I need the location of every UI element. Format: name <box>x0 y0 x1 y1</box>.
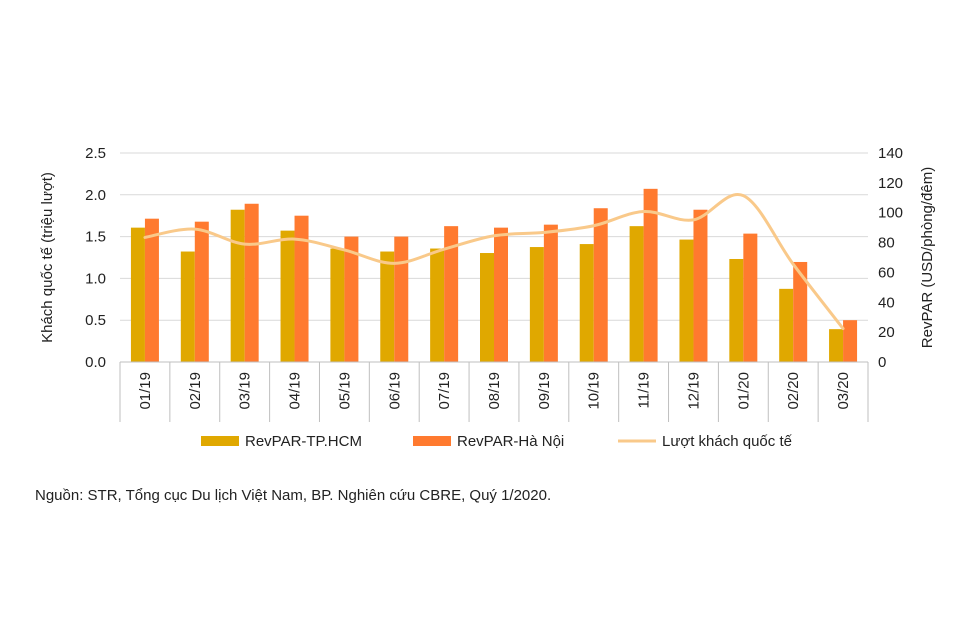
bar-revpar-hcm <box>430 248 445 362</box>
axes: 0.0 0.5 1.0 1.5 2.0 2.5 0 20 40 60 80 100 120 140 01/1… <box>39 145 936 422</box>
x-tick-label: 11/19 <box>636 372 653 408</box>
legend-swatch <box>413 436 451 446</box>
y-left-tick-label: 0.0 <box>85 354 106 371</box>
y-left-axis-title: Khách quốc tế (triệu lượt) <box>39 172 56 343</box>
x-tick-label: 03/19 <box>237 372 254 410</box>
x-tick-label: 03/20 <box>835 372 852 410</box>
x-tick-label: 06/19 <box>386 372 403 410</box>
y-right-tick-label: 0 <box>878 354 886 371</box>
x-tick-label: 02/20 <box>785 372 802 410</box>
bar-revpar-hanoi <box>593 208 608 362</box>
bar-revpar-hanoi <box>394 236 409 362</box>
y-right-tick-label: 80 <box>878 235 895 252</box>
x-tick-label: 09/19 <box>536 372 553 410</box>
x-tick-label: 07/19 <box>436 372 453 410</box>
x-tick-label: 08/19 <box>486 372 503 410</box>
y-right-tick-label: 120 <box>878 175 903 192</box>
bar-revpar-hcm <box>380 251 395 362</box>
bars <box>130 188 858 362</box>
bar-revpar-hcm <box>480 253 494 362</box>
line-series <box>143 192 845 331</box>
y-left-tick-label: 2.0 <box>85 187 106 204</box>
bar-revpar-hanoi <box>194 221 209 362</box>
y-left-tick-label: 1.0 <box>85 270 106 287</box>
bar-revpar-hanoi <box>444 226 459 362</box>
bar-revpar-hcm <box>629 226 644 362</box>
x-tick-label: 05/19 <box>336 372 353 410</box>
source-note: Nguồn: STR, Tổng cục Du lịch Việt Nam, B… <box>35 487 552 504</box>
bar-revpar-hcm <box>579 244 594 362</box>
bar-revpar-hcm <box>529 247 544 362</box>
legend-label: RevPAR-Hà Nội <box>457 433 564 450</box>
bar-revpar-hanoi <box>344 236 359 362</box>
legend-swatch <box>201 436 239 446</box>
y-right-tick-label: 40 <box>878 294 895 311</box>
bar-revpar-hanoi <box>843 320 858 362</box>
y-right-tick-label: 100 <box>878 205 903 222</box>
bar-revpar-hcm <box>679 239 694 362</box>
bar-revpar-hanoi <box>244 203 259 362</box>
bar-revpar-hcm <box>779 288 794 362</box>
y-left-tick-label: 1.5 <box>85 229 106 246</box>
legend-label: Lượt khách quốc tế <box>662 433 793 450</box>
y-left-tick-label: 0.5 <box>85 312 106 329</box>
x-tick-label: 01/19 <box>137 372 154 410</box>
x-tick-label: 02/19 <box>187 372 204 410</box>
y-right-tick-label: 20 <box>878 324 895 341</box>
x-tick-label: 01/20 <box>735 372 752 410</box>
bar-revpar-hcm <box>330 248 345 362</box>
x-tick-label: 12/19 <box>685 372 702 410</box>
legend: RevPAR-TP.HCM RevPAR-Hà Nội Lượt khách quố… <box>201 433 793 450</box>
bar-revpar-hcm <box>729 258 744 362</box>
y-right-tick-label: 60 <box>878 264 895 281</box>
bar-revpar-hanoi <box>793 261 808 362</box>
y-right-tick-label: 140 <box>878 145 903 162</box>
bar-revpar-hcm <box>180 251 195 362</box>
bar-revpar-hcm <box>130 227 145 362</box>
bar-revpar-hanoi <box>643 188 658 362</box>
bar-revpar-hanoi <box>743 233 758 362</box>
line-international-visitors <box>143 192 845 331</box>
legend-label: RevPAR-TP.HCM <box>245 433 362 450</box>
x-tick-label: 10/19 <box>586 372 603 410</box>
bar-revpar-hanoi <box>294 215 309 362</box>
y-left-tick-label: 2.5 <box>85 145 106 162</box>
bar-revpar-hcm <box>829 329 844 362</box>
bar-revpar-hanoi <box>693 209 708 362</box>
bar-revpar-hcm <box>280 230 295 362</box>
bar-revpar-hanoi <box>494 227 508 362</box>
bar-revpar-hcm <box>230 209 245 362</box>
y-right-axis-title: RevPAR (USD/phòng/đêm) <box>919 167 936 348</box>
x-tick-label: 04/19 <box>287 372 304 410</box>
bar-revpar-hanoi <box>543 224 558 362</box>
bar-revpar-hanoi <box>144 218 159 362</box>
